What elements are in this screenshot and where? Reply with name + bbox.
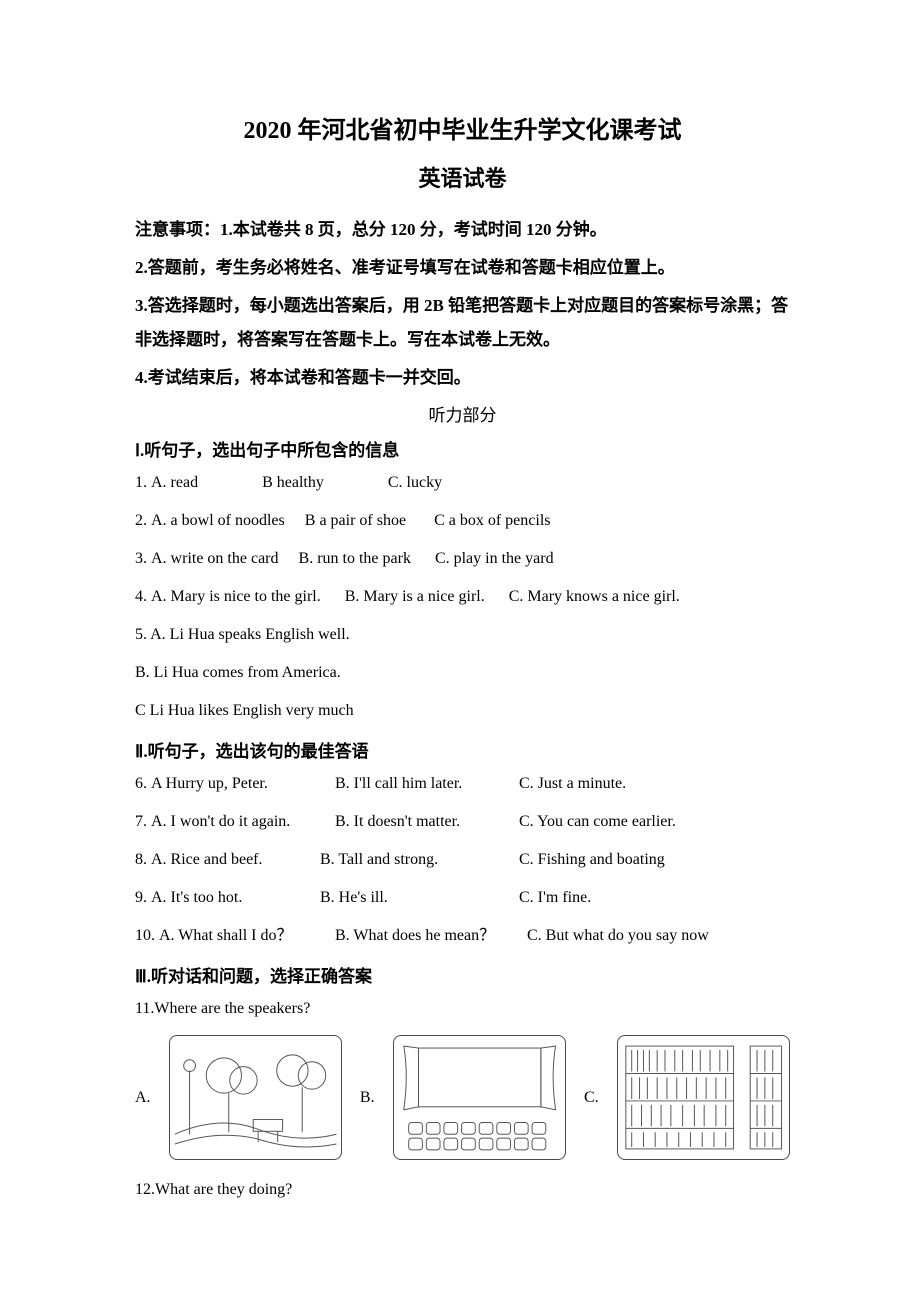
q2-opt-a: A. a bowl of noodles bbox=[151, 509, 285, 533]
q4-num: 4. bbox=[135, 588, 147, 605]
q4-opt-b: B. Mary is a nice girl. bbox=[345, 585, 485, 609]
question-6: 6. A Hurry up, Peter. B. I'll call him l… bbox=[135, 772, 790, 796]
notice-line-2: 2.答题前，考生务必将姓名、准考证号填写在试卷和答题卡相应位置上。 bbox=[135, 251, 790, 285]
question-5c: C Li Hua likes English very much bbox=[135, 699, 790, 723]
question-5a: 5. A. Li Hua speaks English well. bbox=[135, 623, 790, 647]
q9-opt-c: C. I'm fine. bbox=[519, 886, 591, 910]
notice-line-3: 3.答选择题时，每小题选出答案后，用 2B 铅笔把答题卡上对应题目的答案标号涂黑… bbox=[135, 289, 790, 357]
q4-opt-a: A. Mary is nice to the girl. bbox=[151, 585, 321, 609]
question-8: 8. A. Rice and beef. B. Tall and strong.… bbox=[135, 848, 790, 872]
q3-opt-b: B. run to the park bbox=[299, 547, 411, 571]
q6-opt-b: B. I'll call him later. bbox=[335, 772, 515, 796]
q1-opt-c: C. lucky bbox=[388, 471, 442, 495]
q8-opt-c: C. Fishing and boating bbox=[519, 848, 665, 872]
q1-opt-a: A. read bbox=[151, 471, 198, 495]
q11-image-b-cinema bbox=[393, 1035, 566, 1160]
q11-label-c: C. bbox=[584, 1089, 599, 1107]
question-5b: B. Li Hua comes from America. bbox=[135, 661, 790, 685]
q1-num: 1. bbox=[135, 474, 147, 491]
q8-opt-a: A. Rice and beef. bbox=[151, 848, 316, 872]
section-2-header: Ⅱ.听句子，选出该句的最佳答语 bbox=[135, 737, 790, 762]
listening-section-label: 听力部分 bbox=[135, 401, 790, 426]
question-9: 9. A. It's too hot. B. He's ill. C. I'm … bbox=[135, 886, 790, 910]
q5-opt-a: A. Li Hua speaks English well. bbox=[150, 626, 350, 643]
q9-opt-b: B. He's ill. bbox=[320, 886, 515, 910]
question-7: 7. A. I won't do it again. B. It doesn't… bbox=[135, 810, 790, 834]
notice-line-1: 注意事项：1.本试卷共 8 页，总分 120 分，考试时间 120 分钟。 bbox=[135, 213, 790, 247]
q1-opt-b: B healthy bbox=[262, 471, 324, 495]
q10-opt-b: B. What does he mean？ bbox=[335, 924, 523, 948]
notice-line-4: 4.考试结束后，将本试卷和答题卡一并交回。 bbox=[135, 361, 790, 395]
question-4: 4. A. Mary is nice to the girl. B. Mary … bbox=[135, 585, 790, 609]
q11-label-a: A. bbox=[135, 1089, 151, 1107]
q2-opt-c: C a box of pencils bbox=[434, 509, 550, 533]
q5-num: 5. bbox=[135, 626, 147, 643]
q2-num: 2. bbox=[135, 512, 147, 529]
q4-opt-c: C. Mary knows a nice girl. bbox=[509, 585, 680, 609]
q3-num: 3. bbox=[135, 550, 147, 567]
q8-opt-b: B. Tall and strong. bbox=[320, 848, 515, 872]
q7-opt-a: A. I won't do it again. bbox=[151, 810, 331, 834]
q11-image-c-library bbox=[617, 1035, 790, 1160]
question-11-images: A. B. bbox=[135, 1035, 790, 1160]
q7-opt-b: B. It doesn't matter. bbox=[335, 810, 515, 834]
q6-num: 6. bbox=[135, 775, 147, 792]
question-3: 3. A. write on the card B. run to the pa… bbox=[135, 547, 790, 571]
section-3-header: Ⅲ.听对话和问题，选择正确答案 bbox=[135, 962, 790, 987]
question-12: 12.What are they doing? bbox=[135, 1178, 790, 1202]
q9-num: 9. bbox=[135, 889, 147, 906]
q10-opt-a: A. What shall I do？ bbox=[159, 924, 331, 948]
q11-image-a-park bbox=[169, 1035, 342, 1160]
q10-opt-c: C. But what do you say now bbox=[527, 924, 709, 948]
q9-opt-a: A. It's too hot. bbox=[151, 886, 316, 910]
section-1-header: Ⅰ.听句子，选出句子中所包含的信息 bbox=[135, 436, 790, 461]
q10-num: 10. bbox=[135, 927, 155, 944]
question-11: 11.Where are the speakers? bbox=[135, 997, 790, 1021]
sub-title: 英语试卷 bbox=[135, 161, 790, 193]
question-10: 10. A. What shall I do？ B. What does he … bbox=[135, 924, 790, 948]
q3-opt-a: A. write on the card bbox=[151, 547, 279, 571]
q6-opt-c: C. Just a minute. bbox=[519, 772, 626, 796]
q7-num: 7. bbox=[135, 813, 147, 830]
question-1: 1. A. read B healthy C. lucky bbox=[135, 471, 790, 495]
main-title: 2020 年河北省初中毕业生升学文化课考试 bbox=[135, 110, 790, 145]
q8-num: 8. bbox=[135, 851, 147, 868]
q2-opt-b: B a pair of shoe bbox=[305, 509, 406, 533]
q3-opt-c: C. play in the yard bbox=[435, 547, 554, 571]
q11-label-b: B. bbox=[360, 1089, 375, 1107]
q6-opt-a: A Hurry up, Peter. bbox=[151, 772, 331, 796]
question-2: 2. A. a bowl of noodles B a pair of shoe… bbox=[135, 509, 790, 533]
q7-opt-c: C. You can come earlier. bbox=[519, 810, 676, 834]
